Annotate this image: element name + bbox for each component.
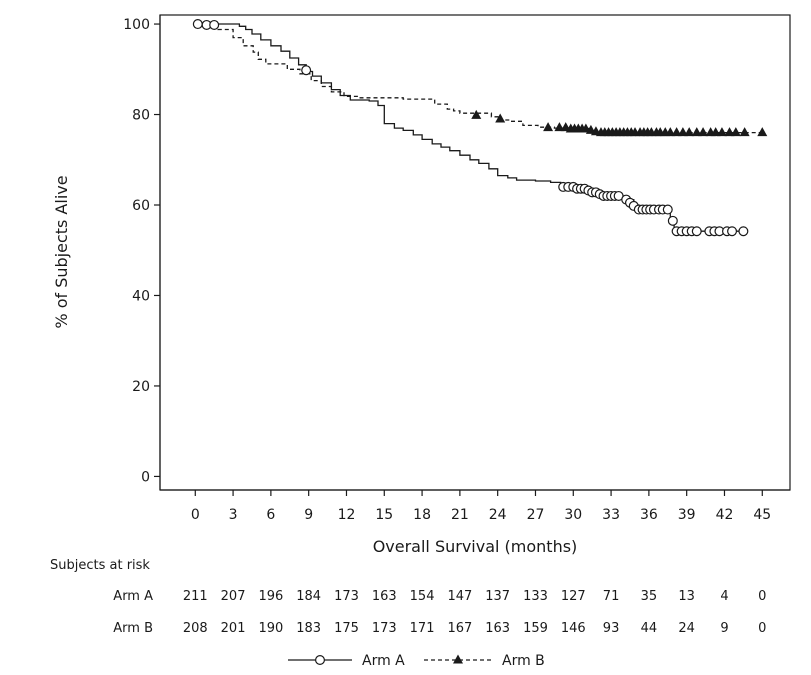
arm-b-censor-marker <box>543 122 554 132</box>
risk-value: 163 <box>372 589 397 604</box>
arm-b-censor-marker <box>554 122 565 132</box>
arm-a-censor-marker <box>192 19 203 30</box>
arm-b-censor-marker <box>710 127 721 137</box>
x-tick-label: 42 <box>716 507 734 523</box>
y-tick-label: 0 <box>141 469 150 485</box>
legend-arm-a-label: Arm A <box>362 653 405 669</box>
risk-value: 0 <box>758 589 766 604</box>
risk-value: 154 <box>410 589 435 604</box>
x-tick-label: 12 <box>338 507 356 523</box>
risk-value: 190 <box>258 621 283 636</box>
censor-markers-layer <box>192 19 768 237</box>
risk-value: 208 <box>183 621 208 636</box>
y-tick-label: 20 <box>132 379 150 395</box>
x-tick-label: 3 <box>229 507 238 523</box>
plot-frame <box>159 14 791 491</box>
x-tick-label: 30 <box>564 507 582 523</box>
arm-b-censor-marker <box>471 109 482 119</box>
arm-a-censor-marker <box>727 226 738 237</box>
risk-value: 171 <box>410 621 435 636</box>
x-tick-label: 36 <box>640 507 658 523</box>
x-tick-label: 0 <box>191 507 200 523</box>
risk-value: 9 <box>720 621 728 636</box>
arm-b-censor-marker <box>757 127 768 137</box>
legend: Arm A Arm B <box>288 653 545 669</box>
risk-value: 35 <box>641 589 658 604</box>
risk-value: 133 <box>523 589 548 604</box>
risk-value: 173 <box>372 621 397 636</box>
risk-value: 93 <box>603 621 620 636</box>
x-tick-label: 18 <box>413 507 431 523</box>
arm-b-censor-marker <box>739 127 750 137</box>
y-ticks: 0 20 40 60 80 100 <box>123 17 160 485</box>
risk-value: 0 <box>758 621 766 636</box>
risk-value: 24 <box>678 621 695 636</box>
risk-value: 167 <box>447 621 472 636</box>
risk-value: 127 <box>561 589 586 604</box>
y-tick-label: 60 <box>132 198 150 214</box>
series-layer <box>195 23 763 232</box>
risk-value: 146 <box>561 621 586 636</box>
risk-value: 44 <box>641 621 658 636</box>
arm-b-censor-marker <box>665 127 676 137</box>
risk-value: 13 <box>678 589 695 604</box>
arm-a-censor-marker <box>662 204 673 215</box>
risk-value: 175 <box>334 621 359 636</box>
x-tick-label: 6 <box>266 507 275 523</box>
x-tick-label: 39 <box>678 507 696 523</box>
arm-b-censor-marker <box>698 127 709 137</box>
risk-row-label: Arm B <box>113 621 153 636</box>
risk-value: 159 <box>523 621 548 636</box>
x-tick-label: 9 <box>304 507 313 523</box>
arm-a-censor-marker <box>738 226 749 237</box>
x-axis-title: Overall Survival (months) <box>373 537 578 556</box>
risk-value: 201 <box>221 621 246 636</box>
risk-value: 71 <box>603 589 620 604</box>
y-tick-label: 40 <box>132 288 150 304</box>
arm-b-censor-marker <box>671 127 682 137</box>
y-tick-label: 80 <box>132 108 150 124</box>
x-tick-label: 24 <box>489 507 507 523</box>
arm-b-censor-marker <box>677 127 688 137</box>
x-tick-label: 45 <box>753 507 771 523</box>
x-tick-label: 21 <box>451 507 469 523</box>
risk-value: 207 <box>221 589 246 604</box>
arm-b-survival-curve <box>195 23 763 134</box>
arm-a-censor-marker <box>301 65 312 76</box>
risk-row-label: Arm A <box>113 589 153 604</box>
risk-value: 196 <box>258 589 283 604</box>
arm-b-censor-marker <box>684 127 695 137</box>
risk-table: Arm A 211 207 196 184 173 163 154 147 137 133 127 71… <box>113 589 766 636</box>
arm-b-censor-marker <box>724 127 735 137</box>
arm-b-censor-marker <box>730 127 741 137</box>
risk-value: 173 <box>334 589 359 604</box>
risk-value: 184 <box>296 589 321 604</box>
x-ticks: 0 3 6 9 12 15 18 21 24 27 30 33 36 39 42 45 <box>191 490 771 523</box>
arm-a-censor-marker <box>691 226 702 237</box>
x-tick-label: 15 <box>375 507 393 523</box>
risk-value: 147 <box>447 589 472 604</box>
risk-value: 137 <box>485 589 510 604</box>
legend-arm-b-marker <box>453 654 463 664</box>
arm-b-censor-marker <box>495 113 506 123</box>
arm-a-survival-curve <box>195 23 744 232</box>
x-tick-label: 27 <box>527 507 545 523</box>
risk-value: 163 <box>485 621 510 636</box>
y-axis-title: % of Subjects Alive <box>52 175 71 328</box>
risk-value: 4 <box>720 589 728 604</box>
y-tick-label: 100 <box>123 17 150 33</box>
risk-table-title: Subjects at risk <box>50 558 150 573</box>
arm-a-censor-marker <box>667 215 678 226</box>
risk-value: 183 <box>296 621 321 636</box>
risk-value: 211 <box>183 589 208 604</box>
legend-arm-a-marker <box>315 654 326 665</box>
x-tick-label: 33 <box>602 507 620 523</box>
arm-a-censor-marker <box>209 19 220 30</box>
arm-b-censor-marker <box>716 127 727 137</box>
arm-b-censor-marker <box>691 127 702 137</box>
legend-arm-b-label: Arm B <box>502 653 545 669</box>
